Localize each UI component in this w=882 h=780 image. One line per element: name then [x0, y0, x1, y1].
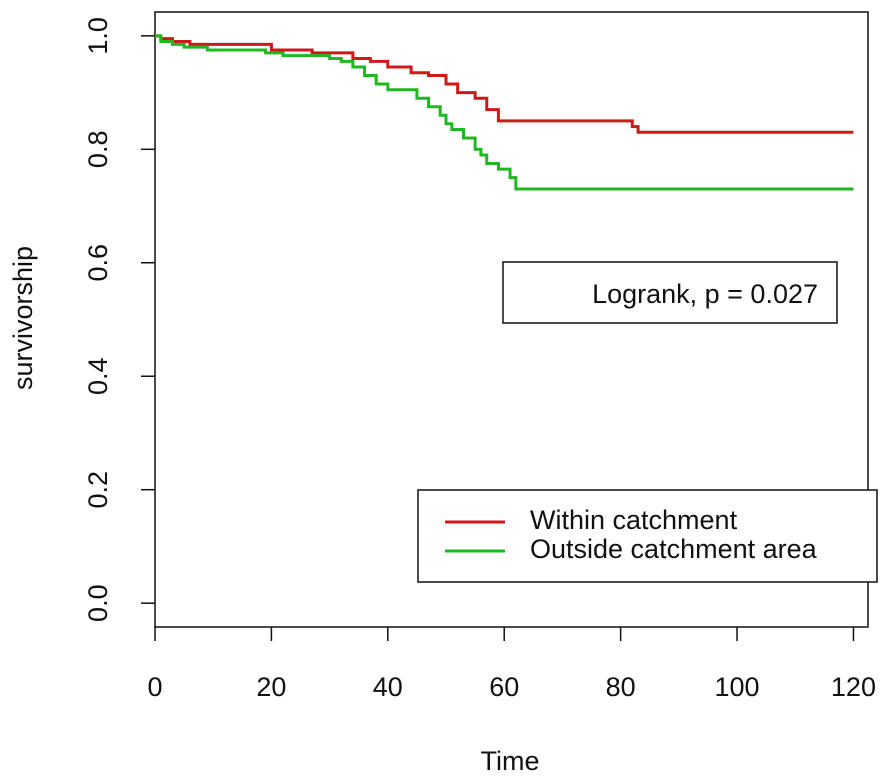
y-tick-label: 0.6 [83, 244, 113, 282]
x-tick-label: 100 [715, 672, 760, 702]
y-tick-label: 1.0 [83, 17, 113, 55]
y-tick-label: 0.0 [83, 584, 113, 622]
survival-curve [155, 34, 854, 191]
plot-frame [154, 11, 869, 628]
legend-label: Outside catchment area [530, 534, 818, 564]
y-tick-label: 0.8 [83, 131, 113, 169]
x-tick-label: 80 [606, 672, 636, 702]
legend-label: Within catchment [530, 505, 738, 535]
legend-box [417, 489, 878, 583]
survival-curve [155, 34, 854, 134]
y-tick-label: 0.4 [83, 357, 113, 395]
x-tick-label: 20 [256, 672, 286, 702]
x-tick-label: 120 [831, 672, 876, 702]
annotation: Logrank, p = 0.027 [592, 279, 818, 309]
x-tick-label: 60 [489, 672, 519, 702]
x-tick-label: 40 [373, 672, 403, 702]
x-tick-label: 0 [147, 672, 162, 702]
x-axis-title: Time [481, 746, 540, 776]
y-axis-title: survivorship [8, 246, 38, 390]
annotation-box [502, 261, 838, 324]
y-tick-label: 0.2 [83, 471, 113, 509]
